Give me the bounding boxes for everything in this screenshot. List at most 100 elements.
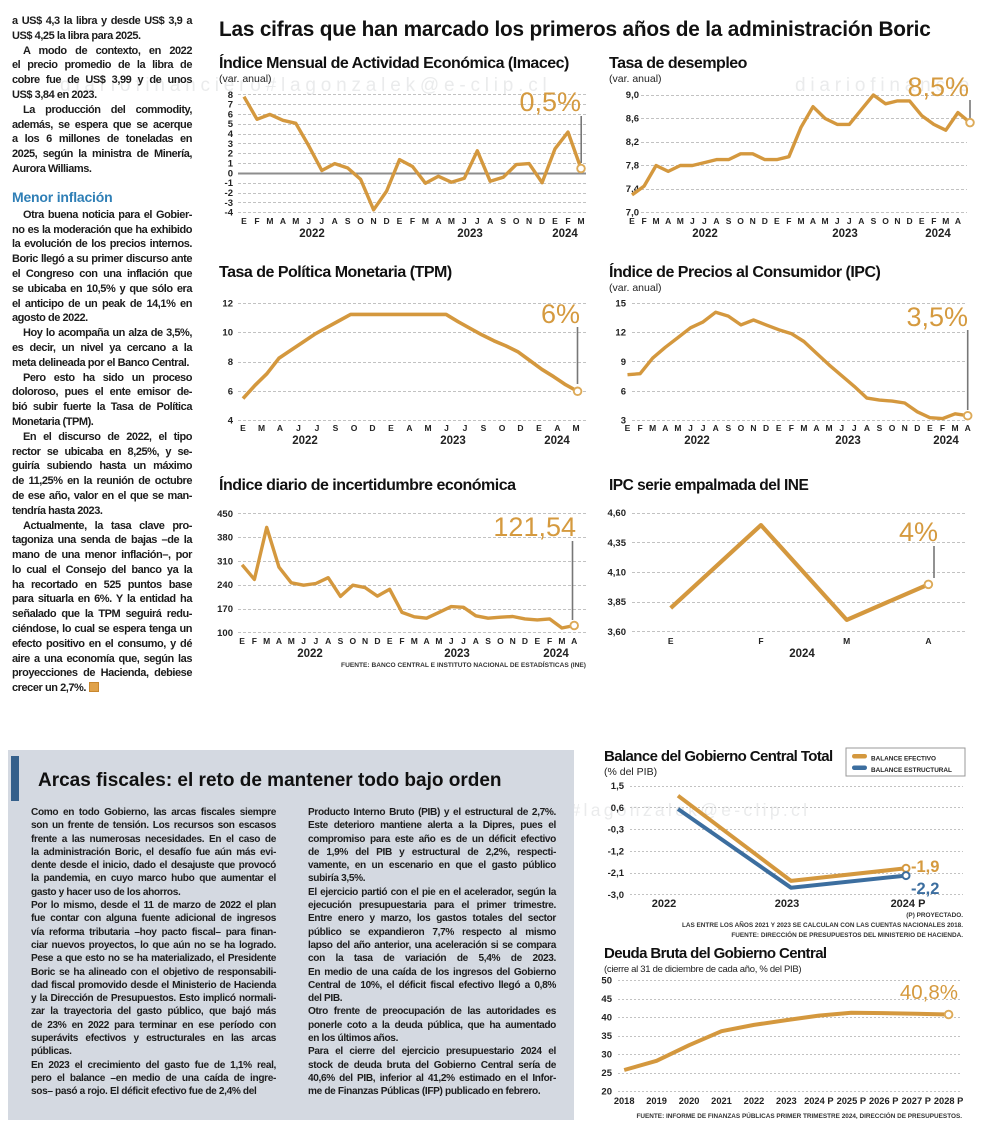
svg-text:0,5%: 0,5% [519,87,581,117]
svg-text:S: S [485,636,491,646]
svg-text:6%: 6% [541,299,580,329]
svg-text:-2,1: -2,1 [608,868,625,879]
svg-text:J: J [461,636,466,646]
svg-text:12: 12 [615,328,626,339]
svg-text:A: A [473,636,479,646]
svg-text:S: S [726,216,732,226]
svg-text:J: J [839,423,844,433]
svg-text:12: 12 [222,298,233,309]
svg-text:-1: -1 [225,178,234,189]
svg-text:O: O [357,216,364,226]
svg-text:A: A [424,636,430,646]
svg-text:D: D [369,423,375,433]
svg-text:-3: -3 [225,198,233,209]
svg-text:S: S [877,423,883,433]
svg-text:2019: 2019 [646,1096,667,1106]
svg-text:9,0: 9,0 [626,90,639,101]
svg-text:D: D [517,423,523,433]
svg-text:2024: 2024 [543,648,569,660]
svg-text:2023: 2023 [832,228,858,240]
svg-text:S: S [725,423,731,433]
svg-text:10: 10 [222,328,233,339]
svg-text:J: J [690,216,695,226]
svg-text:-0,3: -0,3 [608,825,624,836]
svg-text:D: D [763,423,769,433]
svg-text:4: 4 [228,129,234,140]
svg-text:310: 310 [217,556,233,567]
svg-text:FUENTE: DIRECCIÓN DE PRESUPUES: FUENTE: DIRECCIÓN DE PRESUPUESTOS DEL MI… [731,930,963,939]
svg-text:A: A [955,216,961,226]
svg-text:M: M [826,423,833,433]
svg-text:4,10: 4,10 [608,568,627,579]
svg-text:N: N [362,636,368,646]
svg-text:F: F [547,636,552,646]
svg-text:F: F [758,636,763,646]
svg-text:4: 4 [228,416,234,427]
svg-text:2022: 2022 [292,435,318,447]
svg-text:15: 15 [615,298,626,309]
svg-text:J: J [444,423,449,433]
svg-text:S: S [500,216,506,226]
svg-text:2024: 2024 [544,435,570,447]
svg-text:2024: 2024 [789,648,815,660]
svg-text:2026 P: 2026 P [869,1096,898,1106]
svg-text:2028 P: 2028 P [934,1096,963,1106]
svg-text:7,4: 7,4 [626,184,640,195]
svg-text:100: 100 [217,628,233,639]
svg-text:40,8%: 40,8% [900,981,958,1004]
svg-text:S: S [481,423,487,433]
svg-text:-2: -2 [225,188,233,199]
svg-text:2020: 2020 [679,1096,700,1106]
svg-text:M: M [263,636,270,646]
svg-text:J: J [449,636,454,646]
svg-text:J: J [835,216,840,226]
svg-text:2023: 2023 [776,1096,797,1106]
svg-text:380: 380 [217,533,233,544]
svg-text:O: O [737,216,744,226]
svg-text:FUENTE: BANCO CENTRAL E INSTIT: FUENTE: BANCO CENTRAL E INSTITUTO NACION… [341,660,586,669]
svg-text:2025 P: 2025 P [837,1096,866,1106]
svg-text:A: A [280,216,286,226]
svg-text:(% del PIB): (% del PIB) [604,766,657,778]
svg-text:M: M [448,216,455,226]
svg-text:1: 1 [228,159,234,170]
svg-text:Índice de Precios al Consumido: Índice de Precios al Consumidor (IPC) [609,262,881,281]
svg-text:E: E [629,216,635,226]
svg-text:A: A [965,423,971,433]
svg-text:8: 8 [228,90,233,101]
svg-text:A: A [858,216,864,226]
svg-text:-1,9: -1,9 [911,858,939,876]
svg-text:BALANCE EFECTIVO: BALANCE EFECTIVO [871,756,936,763]
svg-text:3,5%: 3,5% [906,302,968,332]
svg-text:O: O [738,423,745,433]
svg-text:A: A [864,423,870,433]
svg-text:IPC serie empalmada del INE: IPC serie empalmada del INE [609,477,808,494]
svg-text:2024: 2024 [925,228,951,240]
svg-text:3,60: 3,60 [608,627,627,638]
svg-text:2022: 2022 [744,1096,765,1106]
svg-text:M: M [422,216,429,226]
svg-text:121,54: 121,54 [493,512,576,542]
svg-text:2022: 2022 [692,228,718,240]
svg-text:F: F [252,636,257,646]
svg-text:-2,2: -2,2 [911,880,939,898]
svg-text:A: A [665,216,671,226]
svg-text:2022: 2022 [297,648,323,660]
svg-text:A: A [925,636,931,646]
svg-text:-1,2: -1,2 [608,846,624,857]
svg-text:E: E [240,423,246,433]
svg-text:E: E [397,216,403,226]
svg-text:A: A [277,423,283,433]
svg-text:M: M [288,636,295,646]
svg-text:2023: 2023 [440,435,466,447]
svg-text:N: N [750,216,756,226]
svg-text:7,8: 7,8 [626,161,639,172]
svg-text:2023: 2023 [444,648,470,660]
svg-text:A: A [325,636,331,646]
svg-text:50: 50 [601,976,612,987]
svg-text:M: M [558,636,565,646]
svg-text:2022: 2022 [299,228,325,240]
svg-text:(P) PROYECTADO.: (P) PROYECTADO. [906,912,963,919]
svg-text:J: J [701,423,706,433]
svg-text:M: M [572,423,579,433]
